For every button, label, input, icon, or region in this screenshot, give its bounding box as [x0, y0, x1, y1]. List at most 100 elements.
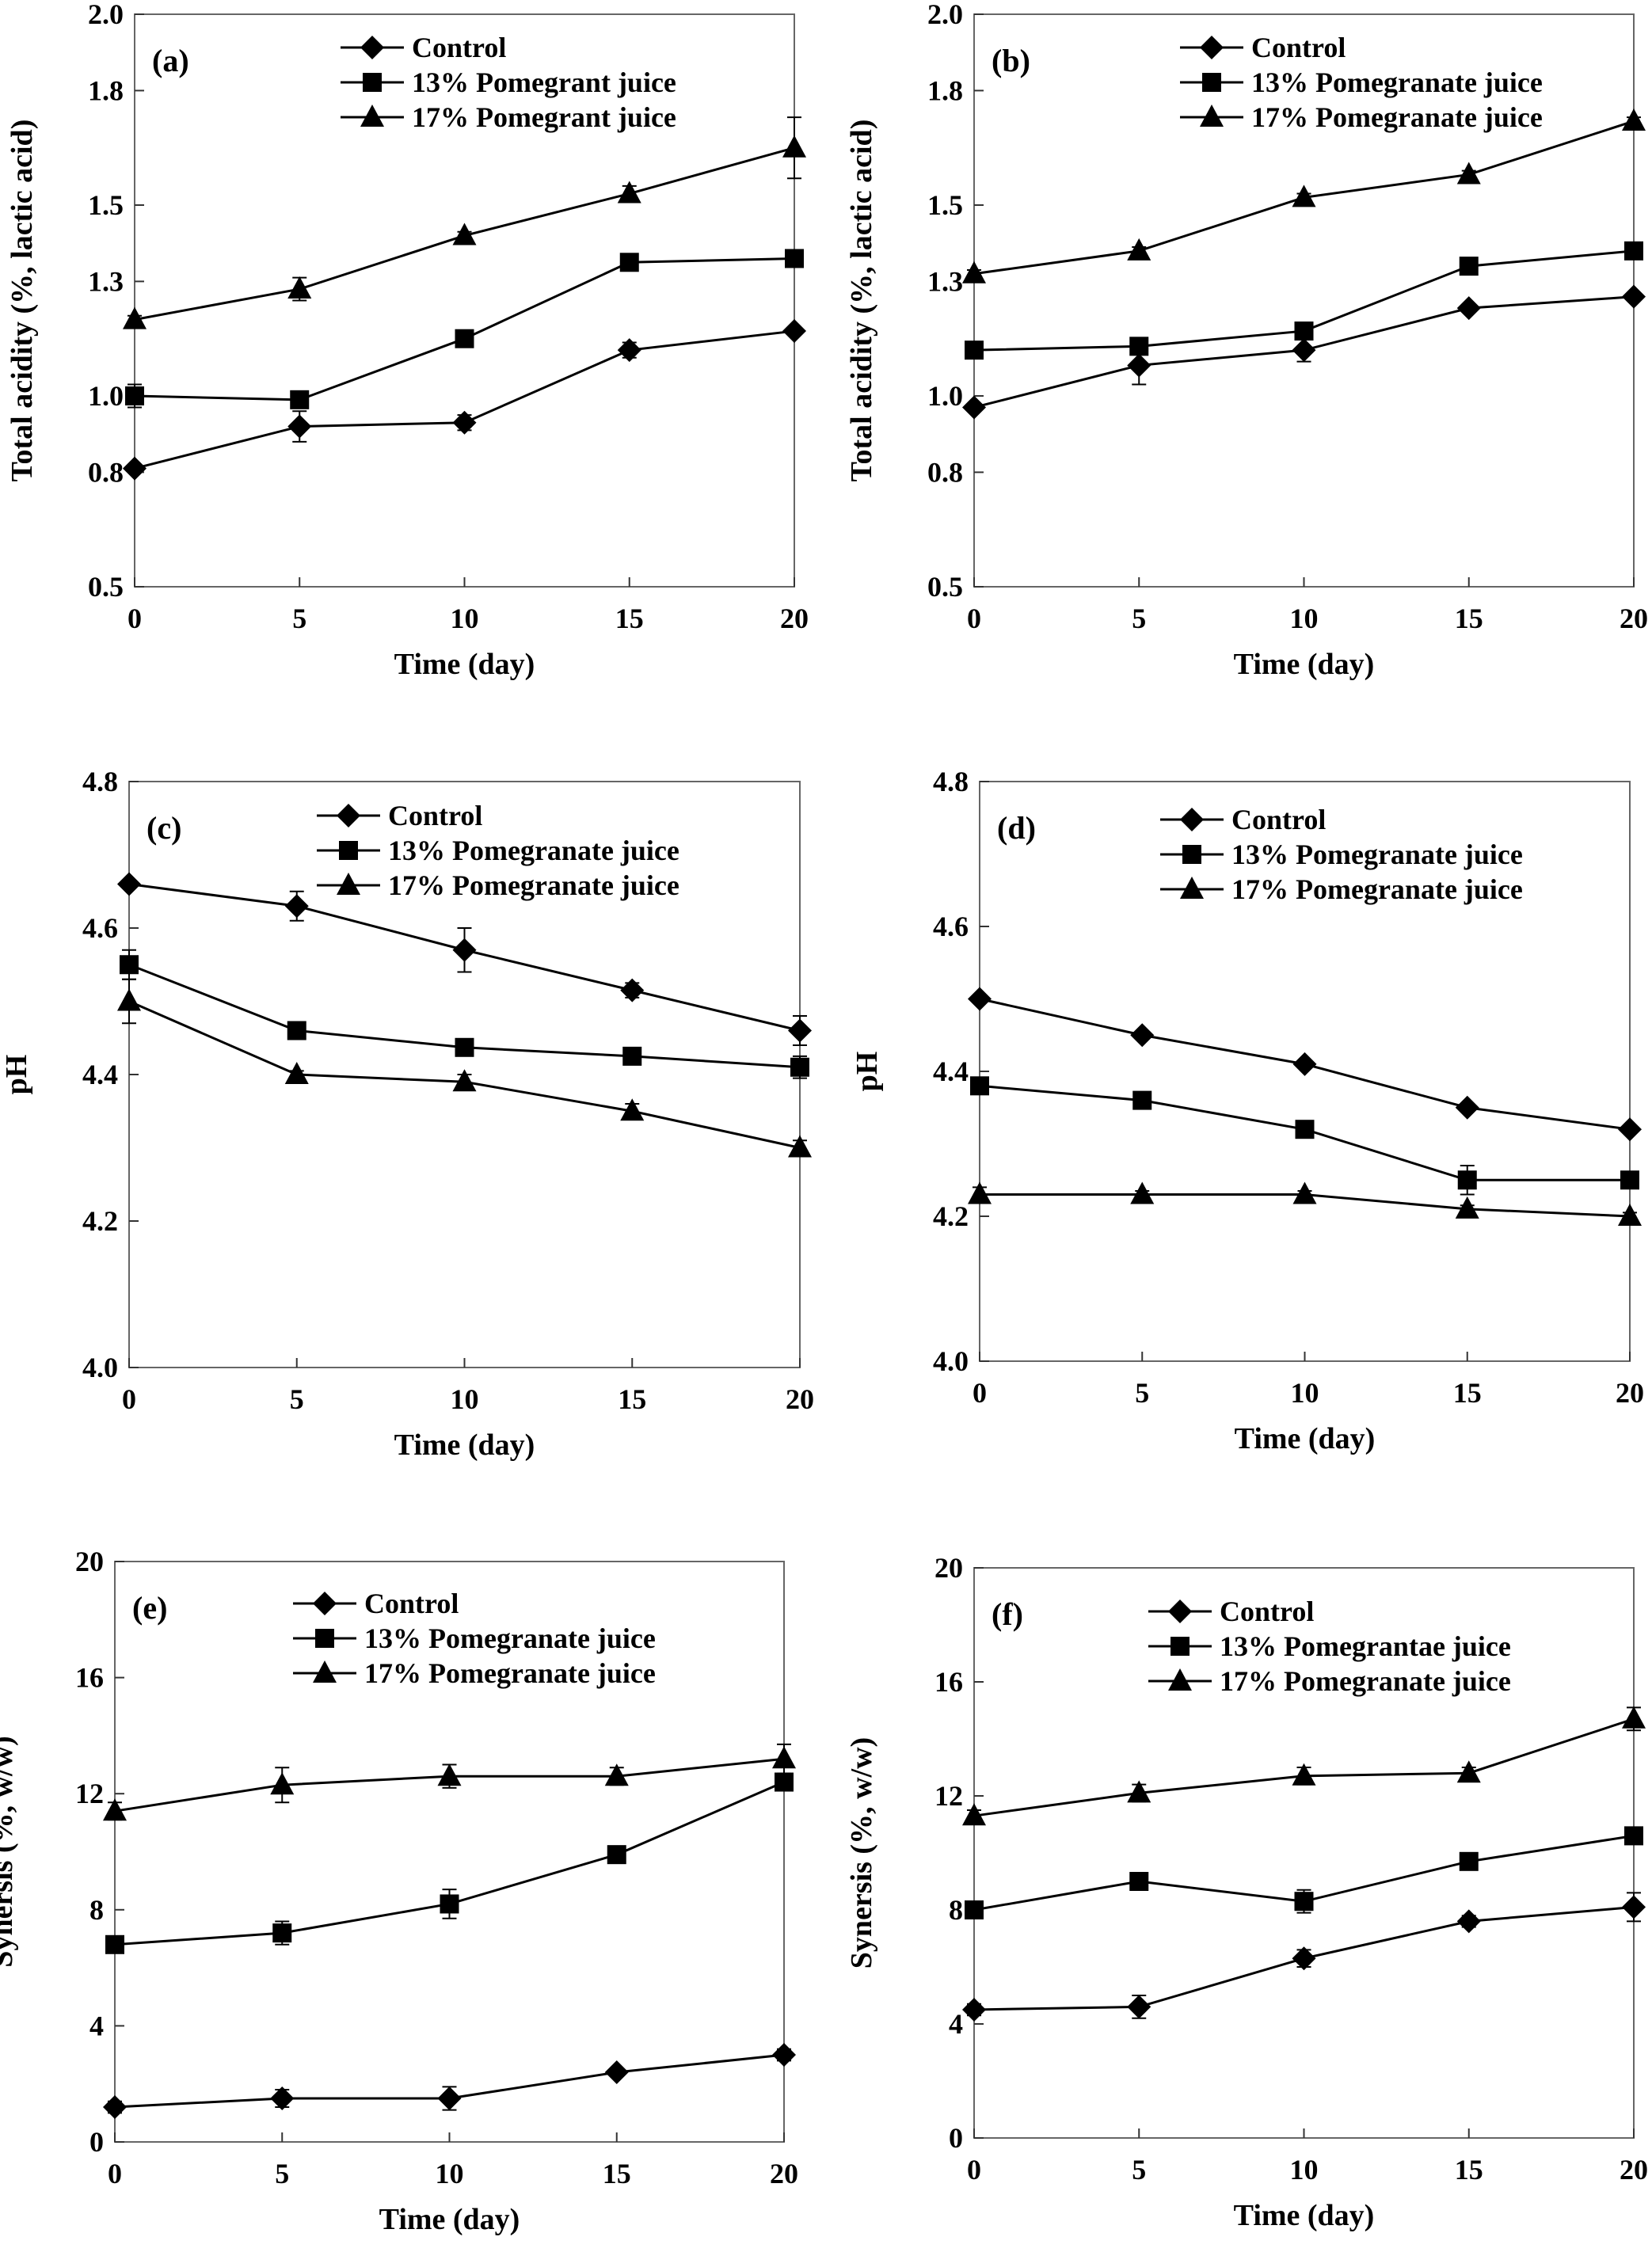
data-point	[117, 988, 141, 1011]
y-tick-label: 1.5	[88, 189, 124, 221]
y-tick-label: 1.0	[927, 380, 963, 412]
x-axis-title: Time (day)	[394, 1428, 535, 1462]
series-3	[962, 1706, 1646, 1826]
x-tick-label: 5	[1132, 2154, 1146, 2185]
legend-label: 17% Pomegranate juice	[388, 869, 679, 901]
y-tick-label: 4.4	[82, 1059, 118, 1090]
x-tick-label: 10	[1290, 2154, 1319, 2185]
data-point	[968, 1181, 992, 1204]
legend-label: 13% Pomegranate juice	[364, 1622, 656, 1654]
y-tick-label: 4.8	[933, 766, 969, 797]
data-point	[1127, 1780, 1151, 1803]
y-tick-label: 0.5	[88, 571, 124, 603]
panel-label: (c)	[147, 810, 181, 846]
data-point	[965, 340, 984, 360]
y-tick-label: 1.3	[927, 265, 963, 297]
data-point	[1622, 108, 1646, 131]
legend-label: Control	[364, 1588, 459, 1619]
series-2	[965, 1826, 1643, 1919]
data-point	[962, 1998, 986, 2022]
chart-panel-3: 0 5 10 15 20 4.0 4.2 4.4 4.6 4.8 Time (day) pH (c) Co…	[0, 766, 814, 1462]
x-tick-label: 20	[780, 603, 809, 634]
chart-panel-1: 0 5 10 15 20 0.5 0.8 1.0 1.3 1.5 1.8 2.0 Time (day) T…	[6, 0, 809, 681]
y-axis-title: Synersis (%, w/w)	[845, 1737, 878, 1969]
legend-label: 17% Pomegranate juice	[1220, 1665, 1511, 1697]
x-tick-label: 20	[1620, 2154, 1648, 2185]
y-axis-title: Total acidity (%, lactic acid)	[845, 120, 878, 482]
x-axis-title: Time (day)	[394, 648, 535, 681]
series-3	[103, 1743, 796, 1821]
data-point	[1127, 238, 1151, 261]
series-line	[114, 1781, 785, 1946]
y-tick-label: 12	[75, 1778, 104, 1809]
y-tick-label: 4.6	[933, 911, 969, 942]
data-point	[284, 894, 309, 919]
x-tick-label: 0	[108, 2158, 122, 2189]
data-point	[287, 276, 312, 299]
data-point	[1457, 1170, 1477, 1190]
x-tick-label: 10	[451, 1383, 479, 1415]
series-3	[968, 1181, 1642, 1226]
data-point	[452, 410, 477, 435]
legend-marker	[1202, 73, 1221, 92]
y-tick-label: 20	[934, 1552, 963, 1584]
y-tick-label: 16	[75, 1662, 104, 1694]
data-point	[120, 955, 139, 975]
series-2	[965, 241, 1643, 360]
series-1	[968, 987, 1642, 1142]
data-point	[1459, 257, 1479, 276]
x-tick-label: 15	[1455, 2154, 1483, 2185]
series-line	[134, 329, 795, 470]
legend-label: 13% Pomegrantae juice	[1220, 1630, 1511, 1662]
data-point	[1292, 1763, 1316, 1786]
y-tick-label: 1.8	[927, 74, 963, 106]
x-axis-title: Time (day)	[1234, 2199, 1375, 2232]
legend-label: 13% Pomegranate juice	[1231, 839, 1523, 870]
data-point	[617, 181, 641, 204]
data-point	[1456, 1909, 1481, 1934]
series-2	[125, 249, 804, 409]
data-point	[123, 456, 147, 481]
data-point	[1292, 1181, 1317, 1204]
legend-label: Control	[1220, 1596, 1314, 1627]
data-point	[125, 386, 144, 405]
chart-panel-2: 0 5 10 15 20 0.5 0.8 1.0 1.3 1.5 1.8 2.0 Time (day) T…	[845, 0, 1648, 681]
legend-marker	[313, 1660, 337, 1683]
x-tick-label: 15	[603, 2158, 631, 2189]
legend-marker	[339, 841, 358, 860]
x-tick-label: 5	[275, 2158, 289, 2189]
x-tick-label: 20	[786, 1383, 814, 1415]
series-2	[120, 949, 809, 1079]
chart-panel-4: 0 5 10 15 20 4.0 4.2 4.4 4.6 4.8 Time (day) pH (d) Co…	[851, 766, 1644, 1455]
data-point	[452, 938, 477, 962]
y-tick-label: 12	[934, 1780, 963, 1812]
x-tick-label: 10	[1291, 1377, 1319, 1409]
data-point	[1618, 1204, 1642, 1226]
data-point	[103, 1798, 127, 1821]
data-point	[1618, 1117, 1642, 1142]
series-1	[962, 1892, 1646, 2022]
y-axis-title: pH	[851, 1052, 884, 1092]
series-1	[123, 319, 806, 481]
data-point	[968, 987, 992, 1011]
legend-label: Control	[1251, 32, 1346, 63]
y-tick-label: 4.0	[933, 1345, 969, 1377]
panel-label: (d)	[997, 810, 1036, 846]
series-line	[134, 257, 795, 401]
y-axis-title: Total acidity (%, lactic acid)	[6, 120, 39, 482]
y-tick-label: 8	[89, 1894, 104, 1926]
data-point	[1459, 1851, 1479, 1871]
data-point	[1624, 241, 1643, 261]
y-tick-label: 2.0	[927, 0, 963, 30]
data-point	[452, 223, 477, 245]
series-2	[105, 1772, 794, 1954]
series-3	[962, 108, 1646, 283]
y-tick-label: 4	[949, 2008, 963, 2040]
x-tick-label: 15	[1453, 1377, 1482, 1409]
legend-label: 17% Pomegranate juice	[1251, 101, 1543, 133]
legend-marker	[1168, 1600, 1192, 1623]
data-point	[1622, 1706, 1646, 1729]
data-point	[1130, 1023, 1155, 1048]
